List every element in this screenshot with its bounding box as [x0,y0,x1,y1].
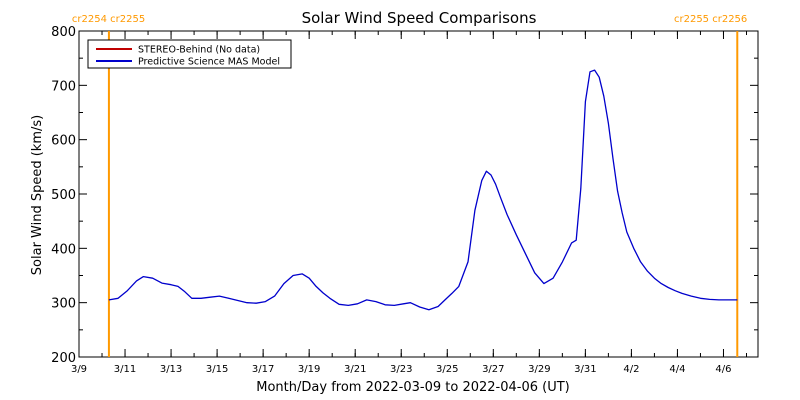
x-tick-label: 3/9 [71,364,87,375]
x-tick-label: 3/19 [298,364,320,375]
y-tick-label: 800 [51,25,76,40]
y-tick-label: 600 [51,134,76,149]
chart-title: Solar Wind Speed Comparisons [302,9,537,27]
plot-border [78,30,759,358]
x-tick-label: 3/11 [114,364,136,375]
legend-entry-label: Predictive Science MAS Model [138,57,280,68]
x-tick-label: 3/23 [390,364,412,375]
x-tick-label: 3/27 [482,364,504,375]
x-tick-label: 4/4 [669,364,685,375]
y-tick-label: 700 [51,79,76,94]
x-tick-label: 3/17 [252,364,274,375]
plot-frame [78,30,759,358]
series-line-mas-model [108,69,738,311]
axes: 200 300 400 500 600 700 800 3/9 3/11 3/13 3/15 3/17… [51,25,758,375]
x-axis-label: Month/Day from 2022-03-09 to 2022-04-06 … [256,380,569,395]
x-tick-label: 3/21 [344,364,366,375]
carrington-rotation-label: cr2255 cr2256 [674,14,747,25]
y-tick-label: 200 [51,351,76,366]
x-tick-label: 3/13 [160,364,182,375]
carrington-rotation-label: cr2254 cr2255 [72,14,145,25]
legend-box [87,39,292,69]
x-tick-label: 4/6 [715,364,731,375]
x-tick-label: 3/25 [436,364,458,375]
y-tick-label: 500 [51,188,76,203]
x-tick-label: 3/31 [574,364,596,375]
x-tick-label: 3/15 [206,364,228,375]
series-lines [108,69,738,311]
x-tick-label: 4/2 [623,364,639,375]
y-tick-label: 300 [51,297,76,312]
legend-entry-label: STEREO-Behind (No data) [138,45,260,56]
y-tick-label: 400 [51,242,76,257]
x-tick-label: 3/29 [528,364,550,375]
legend: STEREO-Behind (No data)Predictive Scienc… [87,39,292,69]
carrington-markers: cr2254 cr2255 cr2255 cr2256 [72,14,747,357]
y-axis-label: Solar Wind Speed (km/s) [30,115,45,275]
